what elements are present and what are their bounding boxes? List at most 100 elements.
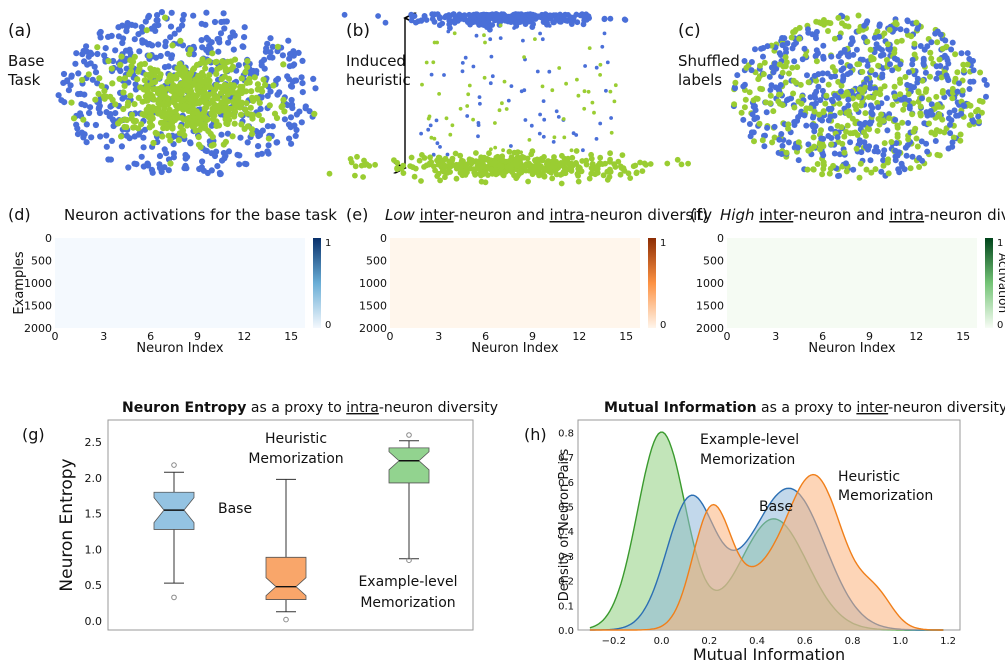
scatter-point (611, 161, 617, 168)
scatter-point (218, 99, 225, 106)
scatter-point (195, 134, 202, 141)
scatter-point (514, 13, 521, 20)
scatter-point (784, 40, 791, 47)
scatter-point (909, 56, 916, 63)
colorbar-min-label: 0 (325, 320, 331, 331)
scatter-point (601, 16, 608, 23)
scatter-point (858, 149, 865, 156)
scatter-point (439, 157, 445, 164)
panel-d-title: Neuron activations for the base task (64, 206, 337, 224)
scatter-point (542, 117, 547, 122)
scatter-point (825, 19, 832, 26)
label-example-2: Memorization (700, 452, 795, 468)
scatter-point (924, 43, 931, 50)
scatter-point (166, 111, 173, 118)
scatter-point (118, 143, 125, 150)
scatter-point (110, 57, 117, 65)
scatter-point (168, 52, 176, 59)
scatter-point (837, 109, 844, 116)
scatter-point (178, 115, 186, 122)
scatter-point (198, 77, 205, 85)
scatter-point (880, 162, 887, 169)
scatter-point (236, 99, 243, 106)
kde-area-2 (589, 474, 944, 630)
scatter-point (238, 121, 245, 128)
scatter-point (845, 102, 852, 109)
scatter-point (586, 89, 591, 94)
scatter-point (540, 37, 545, 42)
scatter-point (482, 33, 486, 38)
scatter-point (861, 139, 868, 146)
scatter-point (817, 146, 823, 153)
scatter-point (957, 137, 964, 144)
scatter-point (409, 13, 415, 20)
scatter-point (489, 147, 493, 152)
scatter-point (875, 104, 882, 111)
scatter-point (607, 150, 613, 157)
scatter-point (398, 165, 405, 172)
scatter-point (804, 72, 810, 79)
scatter-point (244, 110, 251, 117)
scatter-point (135, 94, 142, 101)
scatter-point (856, 120, 863, 127)
scatter-point (910, 128, 917, 135)
scatter-point (928, 101, 935, 108)
scatter-point (147, 109, 154, 116)
scatter-point (161, 146, 168, 153)
scatter-point (557, 66, 562, 70)
heatmap-xtick-label: 6 (819, 330, 826, 343)
scatter-point (202, 21, 209, 28)
scatter-point (945, 145, 952, 152)
scatter-point (95, 90, 102, 97)
scatter-point (875, 62, 882, 69)
scatter-point (540, 84, 545, 89)
scatter-point (254, 95, 261, 102)
scatter-point (225, 39, 232, 46)
scatter-point (830, 162, 837, 169)
scatter-point (883, 57, 890, 63)
scatter-point (280, 96, 287, 103)
scatter-point (779, 142, 786, 149)
scatter-point (595, 162, 602, 169)
scatter-point (177, 37, 184, 45)
scatter-point (431, 152, 436, 157)
scatter-point (181, 165, 188, 172)
scatter-point (222, 106, 229, 113)
scatter-point (192, 76, 199, 83)
colorbar (648, 238, 656, 328)
scatter-point (293, 111, 300, 118)
y-axis-label: Density of Neuron Pairs (557, 449, 572, 602)
scatter-point (807, 105, 814, 112)
ytick-label: 0.5 (85, 579, 103, 592)
scatter-point (617, 171, 624, 178)
scatter-point (811, 108, 818, 115)
heatmap-ytick-label: 1000 (359, 277, 387, 290)
scatter-point (496, 18, 503, 25)
scatter-point (820, 159, 827, 166)
scatter-point (844, 52, 851, 59)
scatter-point (238, 75, 245, 82)
scatter-point (248, 88, 255, 95)
scatter-point (558, 180, 565, 187)
scatter-point (154, 17, 161, 24)
scatter-point (880, 117, 887, 124)
kde-chart-h: 0.0 0.1 0.2 0.3 0.4 0.5 0.6 0.7 0.8 −0.2 0.0 0.2 0.4… (557, 419, 961, 663)
scatter-point (785, 96, 792, 103)
ytick-label: 1.0 (85, 543, 103, 556)
scatter-point (285, 37, 292, 44)
scatter-point (588, 151, 594, 158)
scatter-point (480, 20, 487, 27)
scatter-point (828, 141, 835, 148)
scatter-point (807, 94, 814, 101)
heatmap-xlabel: Neuron Index (471, 341, 558, 356)
scatter-point (522, 55, 526, 59)
panel-e-title-italic: Low (385, 206, 416, 224)
scatter-point (452, 31, 457, 36)
scatter-point (434, 118, 439, 123)
scatter-point (123, 132, 130, 139)
panel-g-title-mid: as a proxy to (246, 400, 346, 416)
scatter-point (840, 73, 847, 79)
scatter-point (899, 119, 906, 126)
scatter-point (144, 161, 151, 168)
